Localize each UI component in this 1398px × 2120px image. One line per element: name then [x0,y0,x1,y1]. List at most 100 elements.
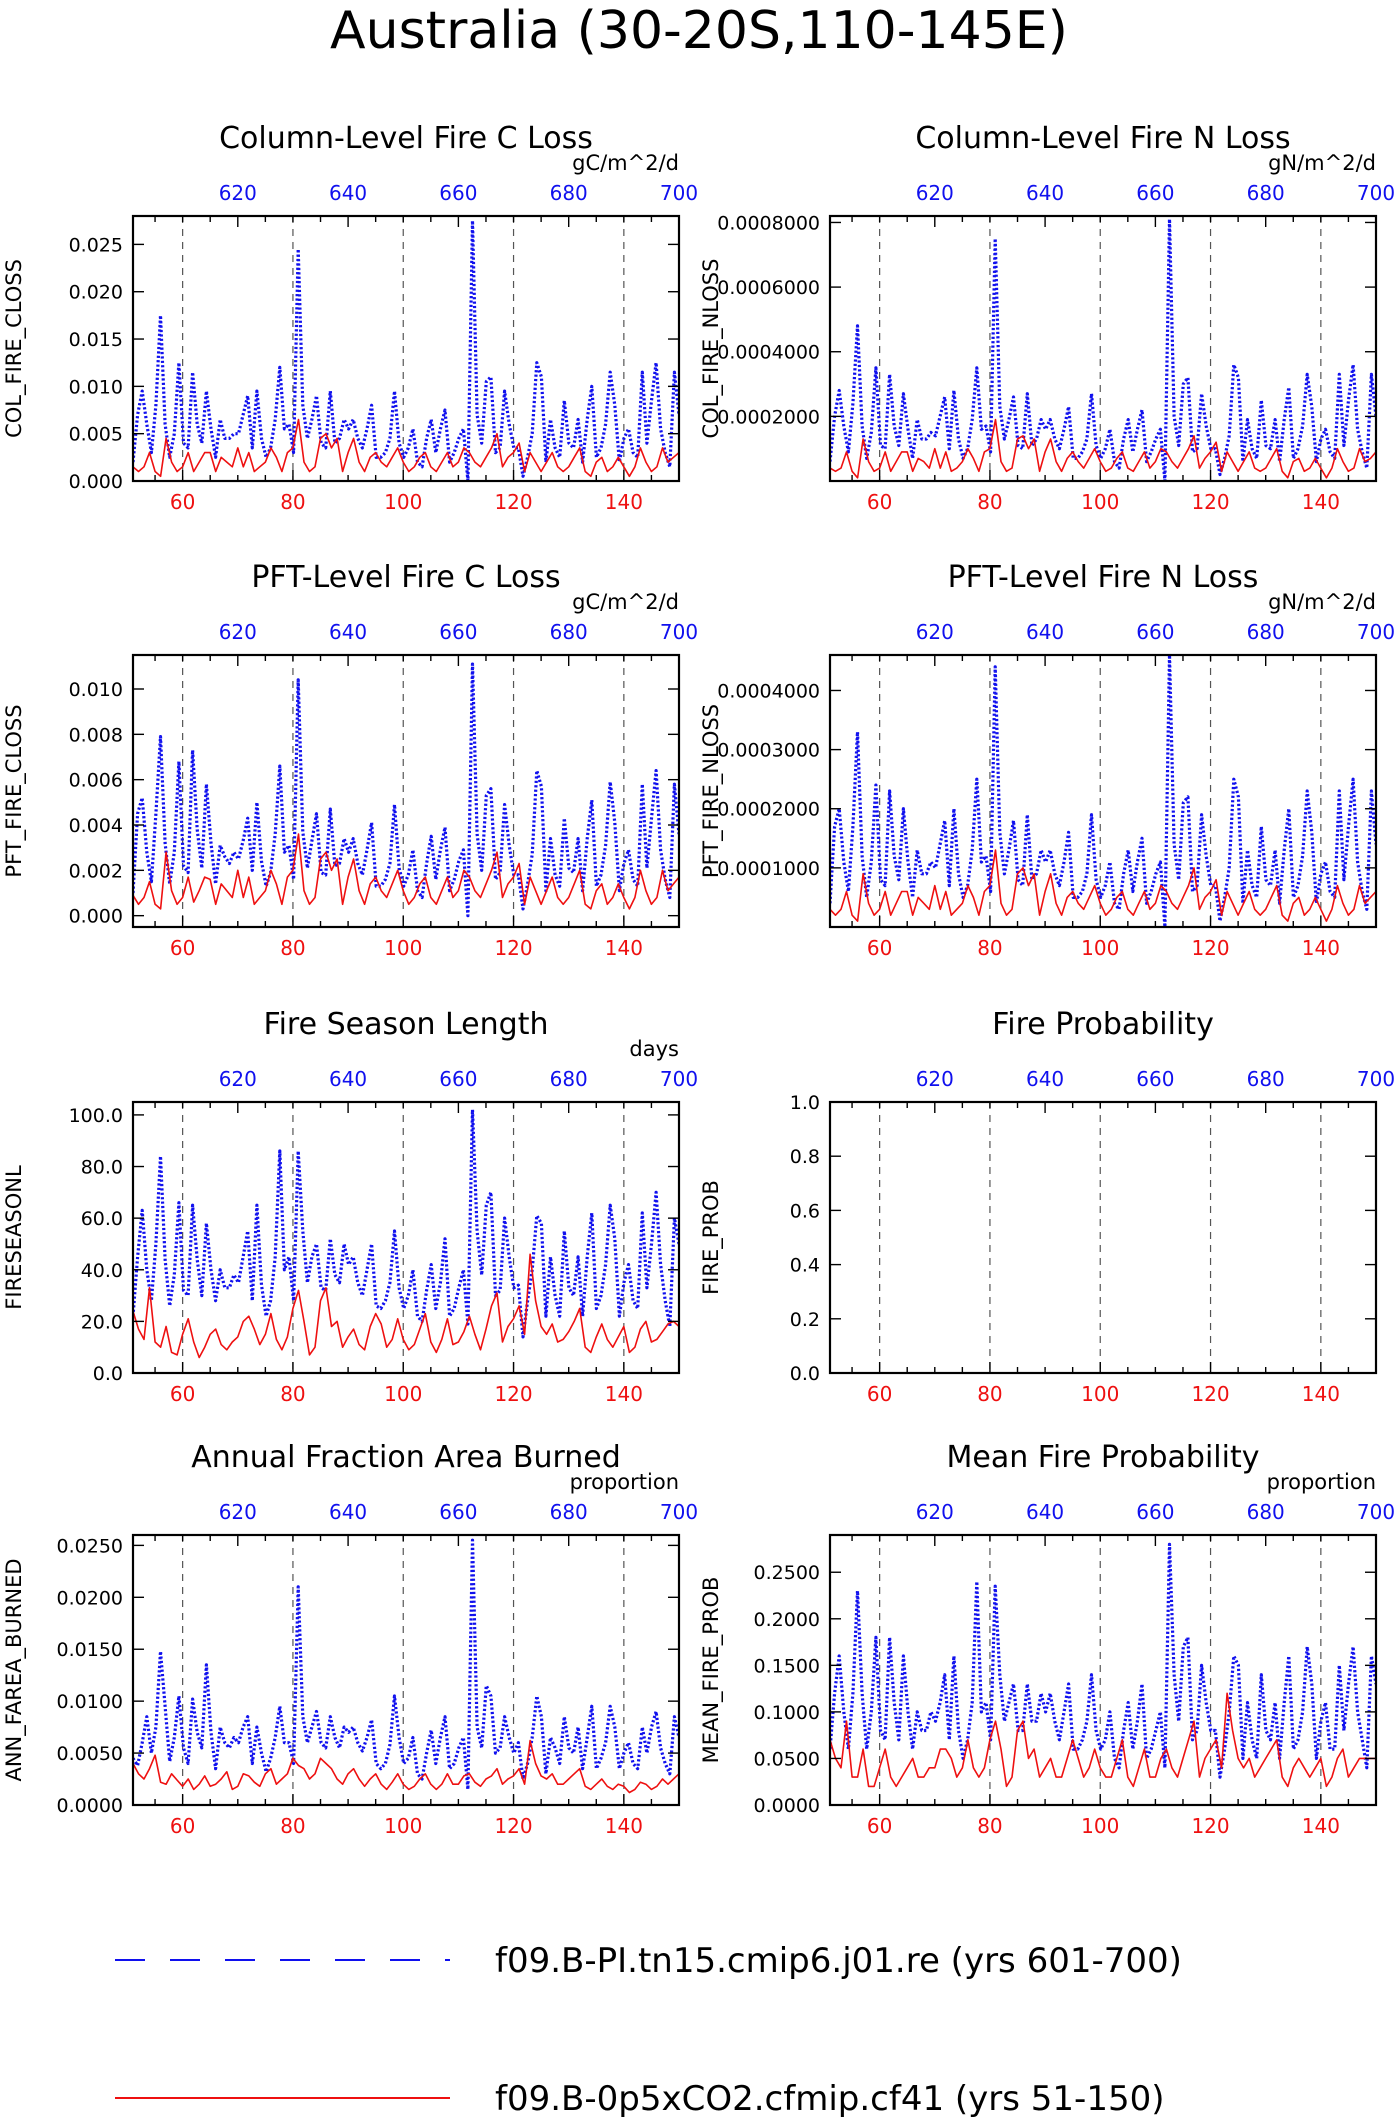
y-axis-label: MEAN_FIRE_PROB [699,1577,724,1764]
x-top-tick-label: 640 [329,181,367,205]
x-top-tick-label: 680 [1247,1067,1285,1091]
series-line-blue [133,1108,679,1339]
y-tick-label: 0.0250 [57,1535,123,1557]
plot-frame [131,653,681,929]
x-bottom-tick-label: 120 [1191,1814,1229,1838]
x-bottom-tick-label: 80 [977,1814,1002,1838]
series-line-red [830,849,1376,922]
plot-area [830,655,1376,927]
y-tick-label: 40.0 [81,1260,123,1282]
x-top-tick-label: 660 [1136,620,1174,644]
x-top-tick-label: 700 [1357,620,1395,644]
y-axis-label: FIRESEASONL [2,1165,26,1310]
x-bottom-tick-label: 120 [494,490,532,514]
y-tick-label: 0.0004000 [717,680,820,702]
x-top-tick-label: 660 [439,1067,477,1091]
x-bottom-tick-label: 140 [1302,936,1340,960]
y-tick-label: 20.0 [81,1311,123,1333]
x-top-tick-label: 640 [1026,181,1064,205]
chart-panel-8: Mean Fire Probability proportion MEAN_FIRE… [699,1440,1395,1838]
plot-frame [828,1100,1378,1375]
x-bottom-tick-label: 140 [605,1382,643,1406]
x-top-tick-label: 640 [1026,620,1064,644]
plot-frame [131,214,681,483]
chart-title: Fire Probability [992,1007,1214,1042]
panels: Column-Level Fire C LossgC/m^2/dCOL_FIRE… [2,121,1395,1838]
y-tick-label: 0.8 [790,1146,820,1168]
x-bottom-tick-label: 140 [1302,1382,1340,1406]
x-bottom-tick-label: 60 [867,936,892,960]
x-top-tick-label: 620 [219,620,257,644]
y-tick-label: 0.0002000 [717,799,820,821]
series-line-red [133,1253,679,1359]
x-bottom-tick-label: 60 [170,936,195,960]
chart-title: Annual Fraction Area Burned [191,1440,621,1475]
y-axis-label: ANN_FAREA_BURNED [2,1558,27,1781]
x-top-tick-label: 640 [329,620,367,644]
x-bottom-tick-label: 120 [494,1382,532,1406]
chart-title: Fire Season Length [264,1007,549,1042]
y-tick-label: 0.008 [69,724,123,746]
y-tick-label: 0.6 [790,1200,820,1222]
plot-frame [828,653,1378,929]
x-top-tick-label: 660 [439,1500,477,1524]
chart-title: Column-Level Fire C Loss [219,121,593,156]
x-bottom-tick-label: 120 [494,1814,532,1838]
x-top-tick-label: 700 [1357,1067,1395,1091]
y-tick-label: 100.0 [69,1105,123,1127]
x-bottom-tick-label: 100 [384,936,422,960]
x-bottom-tick-label: 80 [280,936,305,960]
x-top-tick-label: 640 [329,1067,367,1091]
plot-area [133,1108,679,1359]
x-bottom-tick-label: 140 [605,490,643,514]
y-tick-label: 0.0008000 [717,212,820,234]
y-tick-label: 0.2500 [754,1562,820,1584]
y-tick-label: 0.0001000 [717,858,820,880]
y-axis-label: COL_FIRE_NLOSS [699,259,724,439]
y-tick-label: 0.010 [69,376,123,398]
plot-area [830,217,1376,481]
x-bottom-tick-label: 80 [977,936,1002,960]
x-top-tick-label: 640 [329,1500,367,1524]
x-bottom-tick-label: 140 [1302,490,1340,514]
x-top-tick-label: 700 [1357,181,1395,205]
x-top-tick-label: 620 [219,1500,257,1524]
x-bottom-tick-label: 60 [867,1814,892,1838]
x-top-tick-label: 620 [916,620,954,644]
x-top-tick-label: 640 [1026,1067,1064,1091]
x-top-tick-label: 700 [660,1500,698,1524]
x-top-tick-label: 620 [219,1067,257,1091]
x-bottom-tick-label: 60 [170,1382,195,1406]
y-tick-label: 0.0003000 [717,740,820,762]
plot-frame [828,1533,1378,1807]
x-top-tick-label: 620 [916,1067,954,1091]
y-tick-label: 0.0150 [57,1639,123,1661]
x-bottom-tick-label: 120 [1191,490,1229,514]
plot-area [133,662,679,918]
x-top-tick-label: 620 [916,1500,954,1524]
y-axis-label: PFT_FIRE_CLOSS [2,704,27,877]
x-bottom-tick-label: 60 [170,490,195,514]
x-top-tick-label: 680 [550,181,588,205]
y-tick-label: 0.020 [69,282,123,304]
y-tick-label: 0.006 [69,770,123,792]
x-bottom-tick-label: 120 [494,936,532,960]
y-tick-label: 0.0 [93,1363,123,1385]
chart-panel-5: Fire Season Length days FIRESEASONL 60 80 100… [2,1007,698,1406]
x-top-tick-label: 700 [660,181,698,205]
y-axis-label: PFT_FIRE_NLOSS [699,704,724,878]
x-top-tick-label: 660 [439,181,477,205]
x-bottom-tick-label: 100 [384,490,422,514]
legend: f09.B-PI.tn15.cmip6.j01.re (yrs 601-700)… [115,1941,1182,2119]
x-bottom-tick-label: 120 [1191,936,1229,960]
y-tick-label: 80.0 [81,1157,123,1179]
x-top-tick-label: 680 [550,620,588,644]
series-line-red [830,1692,1376,1788]
chart-panel-6: Fire Probability FIRE_PROB 60 80 100 120 140 62… [699,1007,1395,1406]
x-top-tick-label: 680 [1247,181,1285,205]
y-tick-label: 0.0000 [754,1795,820,1817]
units-label: proportion [1267,1470,1376,1494]
x-top-tick-label: 620 [219,181,257,205]
